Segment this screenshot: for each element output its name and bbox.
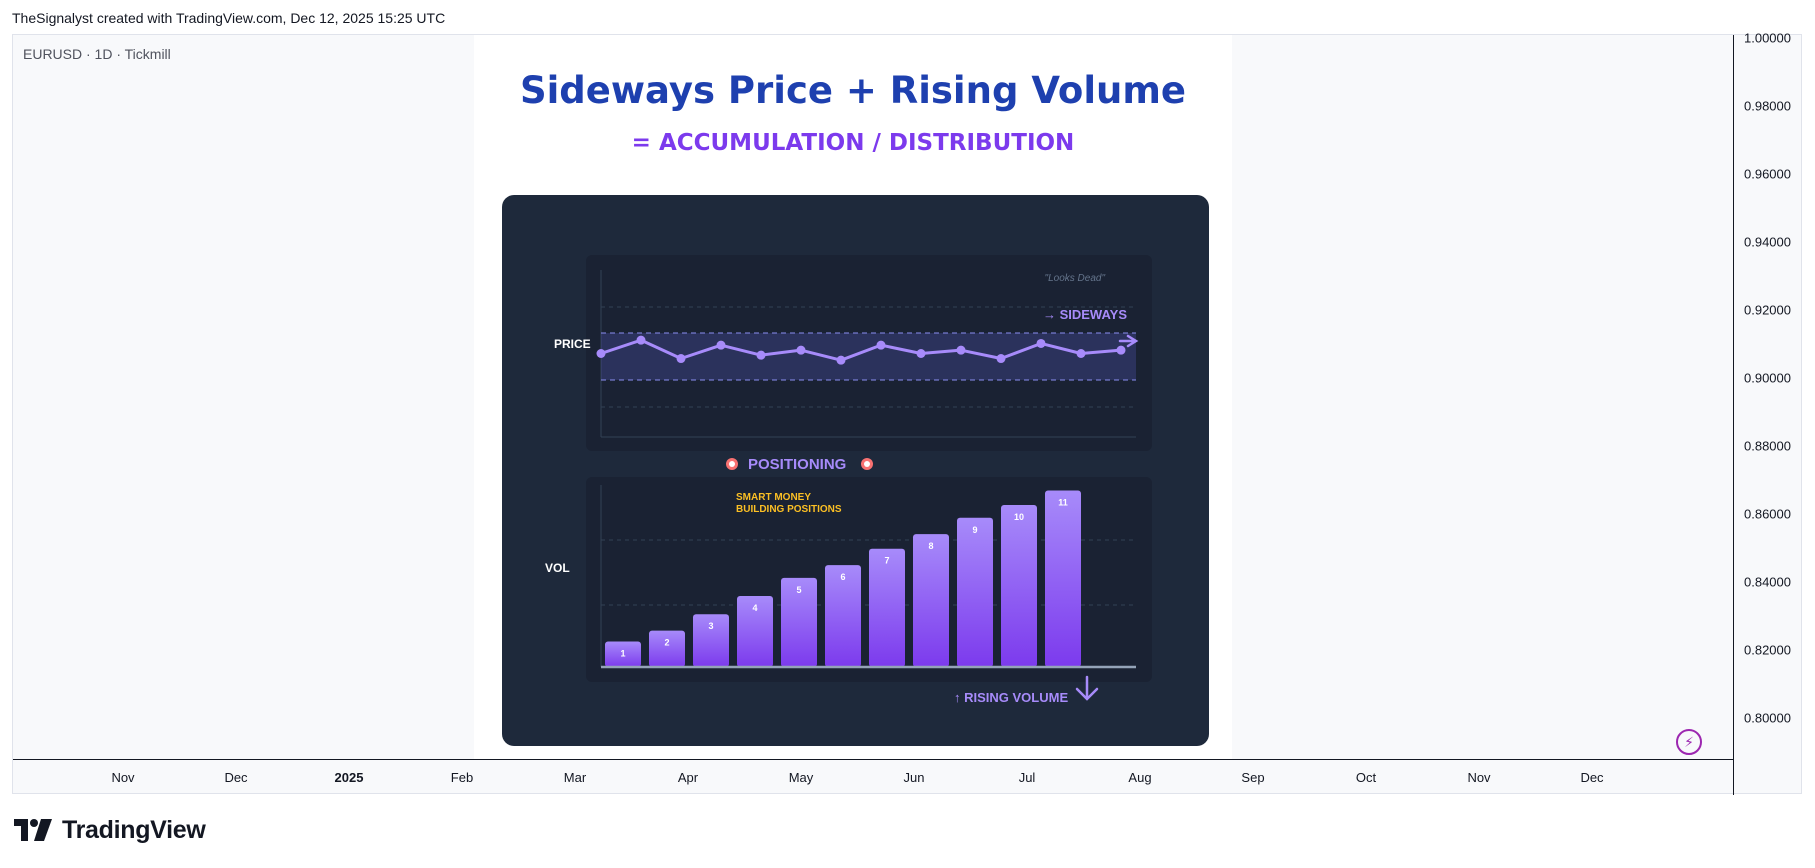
price-point [716, 340, 726, 350]
volume-bar-label: 2 [664, 638, 669, 648]
time-scale-label: Jun [903, 770, 925, 785]
volume-bar [913, 534, 949, 667]
volume-bar [737, 596, 773, 667]
time-scale-label: Apr [677, 770, 699, 785]
target-icon-inner [729, 461, 735, 467]
volume-bar [825, 565, 861, 667]
price-point [596, 349, 606, 358]
price-scale-label: 0.86000 [1744, 506, 1791, 522]
positioning-annotation: POSITIONING [748, 456, 846, 473]
price-point [1036, 338, 1046, 348]
volume-bar-label: 11 [1058, 497, 1068, 507]
volume-bar-label: 4 [752, 603, 757, 613]
chart-container[interactable]: Sideways Price + Rising Volume = ACCUMUL… [12, 31, 1803, 795]
price-point [996, 354, 1006, 364]
time-scale-label: May [788, 770, 814, 785]
price-line [600, 338, 1122, 362]
infographic-title: Sideways Price + Rising Volume [519, 69, 1187, 112]
volume-bar [1045, 490, 1081, 667]
sideways-arrow [1118, 334, 1139, 348]
time-scale-label: Aug [1128, 770, 1152, 785]
price-point [636, 335, 646, 345]
volume-bar [1001, 505, 1037, 667]
infographic-subtitle: = ACCUMULATION / DISTRIBUTION [631, 130, 1075, 156]
volume-bar-label: 8 [928, 541, 933, 551]
price-scale-label: 0.80000 [1744, 710, 1791, 726]
volume-bar-label: 5 [796, 585, 801, 595]
price-point [756, 350, 766, 360]
price-scale-label: 0.90000 [1744, 370, 1791, 386]
volume-bar [605, 641, 641, 667]
price-panel [586, 255, 1152, 451]
volume-bar-label: 9 [972, 525, 977, 535]
time-scale-label: Sep [1241, 770, 1265, 785]
smart-money-annotation: SMART MONEY [736, 492, 811, 503]
infographic-chart-svg: PRICE "Looks Dead" → SIDEWAYS 1 2 3 4 5 6 7 8 9 10 11… [545, 255, 1152, 705]
rising-volume-arrow [1075, 675, 1099, 701]
looks-dead-annotation: "Looks Dead" [1045, 273, 1106, 284]
volume-bar [693, 614, 729, 667]
lightning-icon[interactable]: ⚡ [1676, 729, 1702, 755]
main-chart-pane[interactable]: Sideways Price + Rising Volume = ACCUMUL… [13, 35, 1733, 759]
price-scale-label: 0.88000 [1744, 438, 1791, 454]
price-scale-label: 0.94000 [1744, 234, 1791, 250]
volume-bar-label: 3 [708, 621, 713, 631]
time-scale-label: 2025 [334, 770, 364, 785]
price-point [1076, 349, 1086, 358]
rising-volume-annotation: ↑ RISING VOLUME [954, 690, 1068, 705]
time-scale[interactable]: Nov Dec 2025 Feb Mar Apr May Jun Jul Aug Sep Oct Nov… [13, 759, 1733, 795]
volume-bar-label: 6 [840, 572, 845, 582]
price-point [836, 355, 846, 365]
volume-bar [957, 517, 993, 667]
price-point [956, 345, 966, 355]
volume-bar [869, 548, 905, 667]
time-scale-label: Nov [111, 770, 135, 785]
price-scale-label: 0.82000 [1744, 642, 1791, 658]
snapshot-header: TheSignalyst created with TradingView.co… [12, 10, 446, 26]
price-scale-label: 1.00000 [1744, 30, 1791, 46]
brand-name: TradingView [62, 815, 206, 844]
volume-bar [649, 630, 685, 667]
price-point [1116, 345, 1126, 355]
target-icon-inner [864, 461, 870, 467]
price-scale-label: 0.96000 [1744, 166, 1791, 182]
sideways-annotation: → SIDEWAYS [1043, 307, 1127, 322]
price-point [676, 354, 686, 364]
volume-bar-label: 1 [620, 649, 625, 659]
symbol-legend[interactable]: EURUSD · 1D · Tickmill [23, 46, 171, 62]
volume-bar [781, 577, 817, 667]
time-scale-label: Feb [450, 770, 474, 785]
time-scale-label: Oct [1355, 770, 1377, 785]
volume-bar-label: 10 [1014, 512, 1024, 522]
time-scale-label: Nov [1467, 770, 1491, 785]
time-scale-label: Jul [1018, 770, 1036, 785]
tradingview-logo-icon [14, 819, 52, 841]
time-scale-label: Mar [563, 770, 587, 785]
volume-axis-title: VOL [545, 561, 570, 575]
volume-bar-label: 7 [884, 556, 889, 566]
price-scale-label: 0.98000 [1744, 98, 1791, 114]
infographic-card: PRICE "Looks Dead" → SIDEWAYS 1 2 3 4 5 6 7 8 9 10 11… [502, 195, 1209, 746]
price-axis-title: PRICE [554, 337, 591, 351]
time-scale-label: Dec [224, 770, 248, 785]
infographic-sheet: Sideways Price + Rising Volume = ACCUMUL… [474, 35, 1232, 759]
time-scale-label: Dec [1580, 770, 1604, 785]
price-point [916, 349, 926, 358]
price-scale-label: 0.92000 [1744, 302, 1791, 318]
brand-logo: TradingView [14, 815, 206, 845]
price-point [796, 345, 806, 355]
price-scale-label: 0.84000 [1744, 574, 1791, 590]
price-point [876, 340, 886, 350]
price-scale[interactable]: 1.00000 0.98000 0.96000 0.94000 0.92000 0.900… [1733, 31, 1803, 795]
smart-money-annotation-line-2: BUILDING POSITIONS [736, 504, 842, 515]
